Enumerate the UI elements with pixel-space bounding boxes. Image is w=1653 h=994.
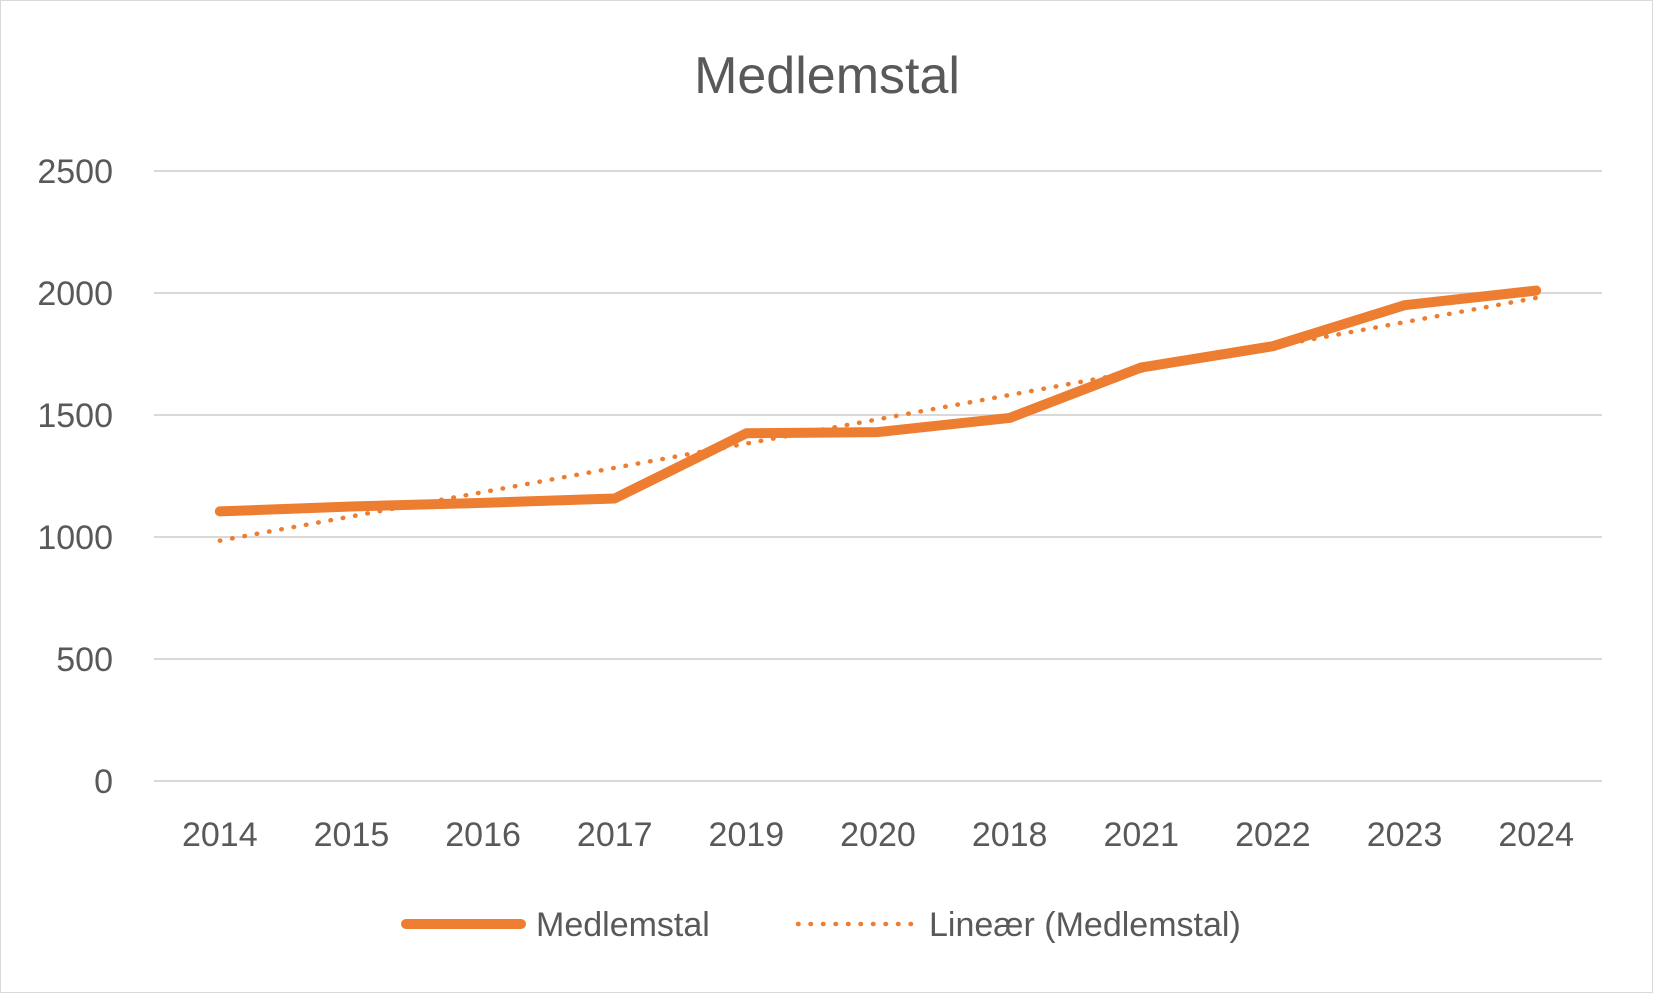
gridlines xyxy=(154,171,1602,781)
y-axis: 0 500 1000 1500 2000 2500 xyxy=(37,153,113,801)
x-tick-label: 2022 xyxy=(1235,816,1311,854)
y-tick-label: 2500 xyxy=(37,153,113,191)
legend-label-medlemstal: Medlemstal xyxy=(536,906,710,944)
x-axis: 2014 2015 2016 2017 2019 2020 2018 2021 2022 2023… xyxy=(182,816,1574,854)
x-tick-label: 2018 xyxy=(972,816,1048,854)
x-tick-label: 2016 xyxy=(445,816,521,854)
x-tick-label: 2017 xyxy=(577,816,653,854)
x-tick-label: 2020 xyxy=(840,816,916,854)
series-line-medlemstal xyxy=(220,291,1536,512)
y-tick-label: 1000 xyxy=(37,519,113,557)
chart-title: Medlemstal xyxy=(694,47,960,105)
y-tick-label: 2000 xyxy=(37,275,113,313)
y-tick-label: 0 xyxy=(94,763,113,801)
x-tick-label: 2019 xyxy=(709,816,785,854)
x-tick-label: 2014 xyxy=(182,816,258,854)
y-tick-label: 500 xyxy=(56,641,113,679)
legend-label-trendline: Lineær (Medlemstal) xyxy=(929,906,1241,944)
legend: Medlemstal Lineær (Medlemstal) xyxy=(406,906,1241,944)
x-tick-label: 2024 xyxy=(1498,816,1574,854)
x-tick-label: 2023 xyxy=(1367,816,1443,854)
x-tick-label: 2021 xyxy=(1103,816,1179,854)
y-tick-label: 1500 xyxy=(37,397,113,435)
x-tick-label: 2015 xyxy=(314,816,390,854)
